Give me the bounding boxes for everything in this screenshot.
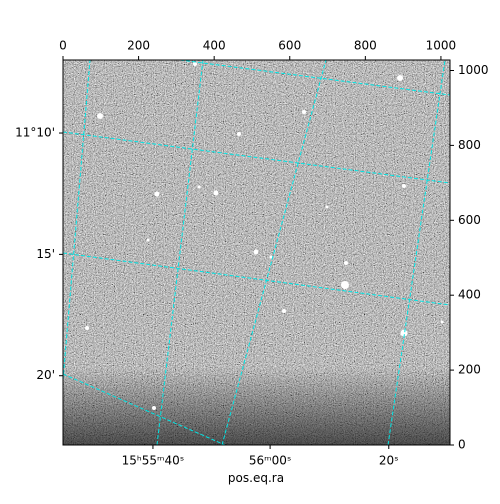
- right-tick-label: 600: [458, 213, 481, 227]
- right-tick-label: 0: [458, 438, 466, 452]
- right-tick-label: 800: [458, 138, 481, 152]
- ra-tick-label: 56ᵐ00ˢ: [249, 454, 292, 468]
- dec-tick-label: 11°10': [15, 126, 55, 140]
- right-tick-label: 400: [458, 288, 481, 302]
- plot-frame: [62, 59, 451, 446]
- right-tick-label: 200: [458, 363, 481, 377]
- x-axis-label: pos.eq.ra: [228, 471, 284, 485]
- top-tick-label: 800: [354, 39, 377, 53]
- stars: [85, 62, 444, 410]
- coordinate-grid: [63, 60, 450, 445]
- top-tick-label: 0: [59, 39, 67, 53]
- right-tick-label: 1000: [458, 63, 489, 77]
- top-tick-label: 400: [203, 39, 226, 53]
- top-tick-label: 1000: [426, 39, 457, 53]
- dec-tick-label: 20': [36, 368, 55, 382]
- top-tick-label: 200: [127, 39, 150, 53]
- ra-tick-label: 15ʰ55ᵐ40ˢ: [122, 454, 185, 468]
- dec-tick-label: 15': [36, 247, 55, 261]
- ra-tick-label: 20ˢ: [379, 454, 399, 468]
- top-tick-label: 600: [278, 39, 301, 53]
